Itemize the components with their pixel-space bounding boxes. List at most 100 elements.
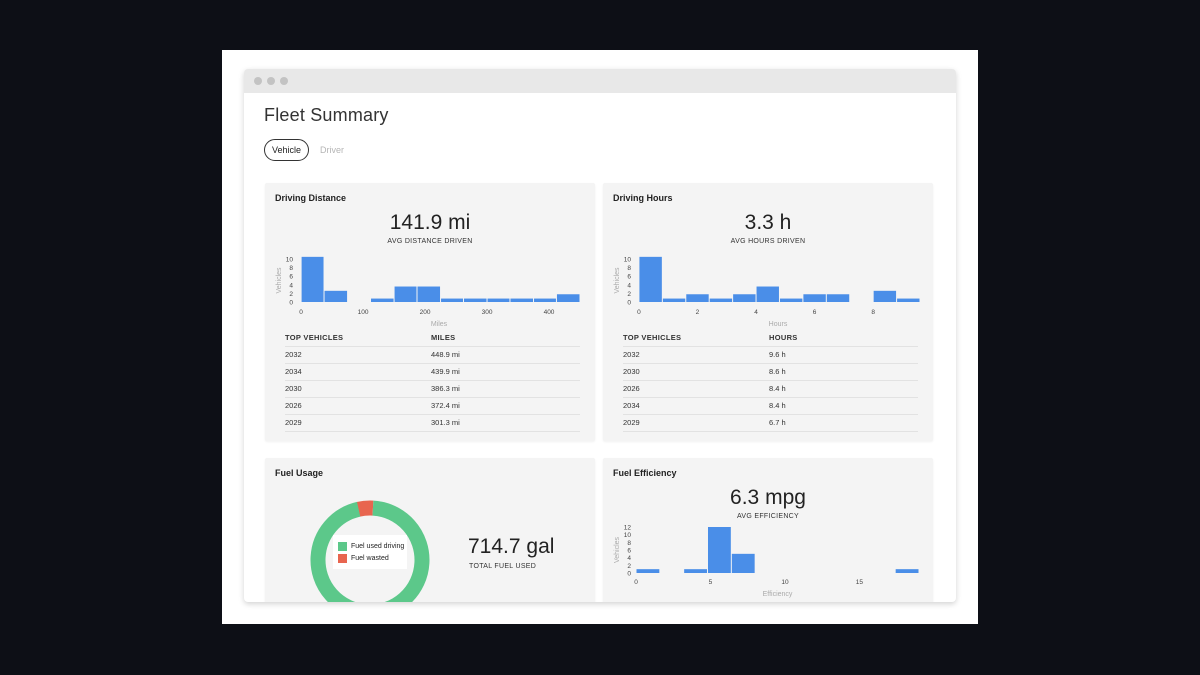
miles-cell: 448.9 mi (431, 350, 460, 359)
histogram-bar (394, 286, 417, 302)
driving-hours-card: Driving Hours 3.3 h AVG HOURS DRIVEN Veh… (603, 183, 933, 441)
histogram-bar (756, 286, 779, 302)
screenshot-frame: Fleet Summary Vehicle Driver Driving Dis… (222, 50, 978, 624)
histogram-bar (324, 290, 348, 302)
histogram-bar (733, 294, 756, 302)
window-dot-icon[interactable] (254, 77, 262, 85)
card-title: Driving Distance (275, 193, 347, 203)
total-fuel-caption: TOTAL FUEL USED (469, 563, 537, 570)
histogram-bar (873, 290, 897, 302)
histogram-bar (707, 527, 731, 573)
table-header: TOP VEHICLES HOURS (623, 330, 918, 347)
table-header: TOP VEHICLES MILES (285, 330, 580, 347)
fuel-usage-card: Fuel Usage Fuel used driving Fuel wasted… (265, 458, 595, 602)
miles-cell: 386.3 mi (431, 384, 460, 393)
table-row[interactable]: 2029 6.7 h (623, 415, 918, 432)
vehicle-cell: 2032 (623, 350, 640, 359)
y-axis-label: Vehicles (614, 536, 621, 563)
y-tick-label: 6 (627, 548, 631, 555)
x-tick-label: 6 (813, 309, 817, 316)
y-tick-label: 6 (289, 274, 293, 281)
y-tick-label: 6 (627, 274, 631, 281)
x-tick-label: 400 (544, 309, 555, 316)
x-tick-label: 4 (754, 309, 758, 316)
donut-slice-driving (310, 500, 430, 602)
histogram-bar (826, 294, 850, 302)
x-tick-label: 5 (709, 579, 713, 586)
window-dot-icon[interactable] (267, 77, 275, 85)
histogram-bar (662, 298, 686, 302)
table-row[interactable]: 2026 372.4 mi (285, 398, 580, 415)
histogram-bar (301, 256, 324, 302)
tab-driver[interactable]: Driver (320, 145, 344, 155)
column-header: HOURS (769, 333, 798, 342)
x-axis-label: Efficiency (763, 591, 793, 598)
hours-cell: 6.7 h (769, 418, 786, 427)
histogram-bar (417, 286, 441, 302)
tab-vehicle[interactable]: Vehicle (264, 139, 310, 161)
total-fuel-value: 714.7 gal (468, 535, 555, 558)
hours-cell: 8.6 h (769, 367, 786, 376)
y-axis-label: Vehicles (614, 267, 621, 294)
avg-distance-value: 141.9 mi (389, 211, 471, 234)
miles-cell: 439.9 mi (431, 367, 460, 376)
x-axis-label: Hours (769, 321, 788, 328)
table-row[interactable]: 2034 8.4 h (623, 398, 918, 415)
histogram-bar (639, 256, 662, 302)
y-tick-label: 8 (627, 540, 631, 547)
vehicle-cell: 2030 (285, 384, 302, 393)
x-tick-label: 0 (299, 309, 303, 316)
avg-efficiency-value: 6.3 mpg (730, 486, 806, 509)
table-row[interactable]: 2032 448.9 mi (285, 347, 580, 364)
fuel-donut-chart (310, 500, 430, 602)
table-row[interactable]: 2034 439.9 mi (285, 364, 580, 381)
page-content: Fleet Summary Vehicle Driver Driving Dis… (244, 93, 956, 602)
histogram-bar (371, 298, 394, 302)
y-tick-label: 10 (624, 532, 632, 539)
vehicle-cell: 2034 (623, 401, 640, 410)
window-dot-icon[interactable] (280, 77, 288, 85)
table-row[interactable]: 2026 8.4 h (623, 381, 918, 398)
y-tick-label: 4 (627, 282, 631, 289)
legend-label: Fuel used driving (351, 542, 405, 550)
avg-hours-value: 3.3 h (744, 211, 792, 234)
hours-cell: 9.6 h (769, 350, 786, 359)
histogram-bar (534, 298, 556, 302)
top-vehicles-hours-table: TOP VEHICLES HOURS 2032 9.6 h 2030 8.6 h 2… (623, 330, 918, 432)
table-row[interactable]: 2030 386.3 mi (285, 381, 580, 398)
legend-swatch-driving (338, 541, 347, 551)
histogram-bar (897, 298, 920, 302)
y-tick-label: 8 (289, 265, 293, 272)
histogram-bar (441, 298, 463, 302)
top-vehicles-distance-table: TOP VEHICLES MILES 2032 448.9 mi 2034 439.… (285, 330, 580, 432)
y-tick-label: 10 (624, 257, 632, 264)
x-tick-label: 8 (871, 309, 875, 316)
table-row[interactable]: 2032 9.6 h (623, 347, 918, 364)
card-title: Driving Hours (613, 193, 673, 203)
x-tick-label: 15 (856, 579, 864, 586)
hours-cell: 8.4 h (769, 401, 786, 410)
y-tick-label: 2 (627, 291, 631, 298)
page-title: Fleet Summary (264, 105, 389, 125)
y-tick-label: 12 (624, 525, 632, 532)
vehicle-cell: 2032 (285, 350, 302, 359)
histogram-bar (487, 298, 510, 302)
miles-cell: 301.3 mi (431, 418, 460, 427)
x-tick-label: 100 (358, 309, 369, 316)
table-row[interactable]: 2029 301.3 mi (285, 415, 580, 432)
table-row[interactable]: 2030 8.6 h (623, 364, 918, 381)
y-tick-label: 0 (627, 300, 631, 307)
vehicle-cell: 2026 (285, 401, 302, 410)
fuel-legend: Fuel used driving Fuel wasted (333, 535, 407, 569)
miles-cell: 372.4 mi (431, 401, 460, 410)
x-tick-label: 300 (482, 309, 493, 316)
x-tick-label: 0 (634, 579, 638, 586)
histogram-bar (510, 298, 534, 302)
app-window: Fleet Summary Vehicle Driver Driving Dis… (244, 69, 956, 602)
y-tick-label: 2 (627, 563, 631, 570)
histogram-bar (684, 569, 707, 573)
histogram-bar (779, 298, 803, 302)
x-tick-label: 0 (637, 309, 641, 316)
histogram-bar (803, 294, 826, 302)
